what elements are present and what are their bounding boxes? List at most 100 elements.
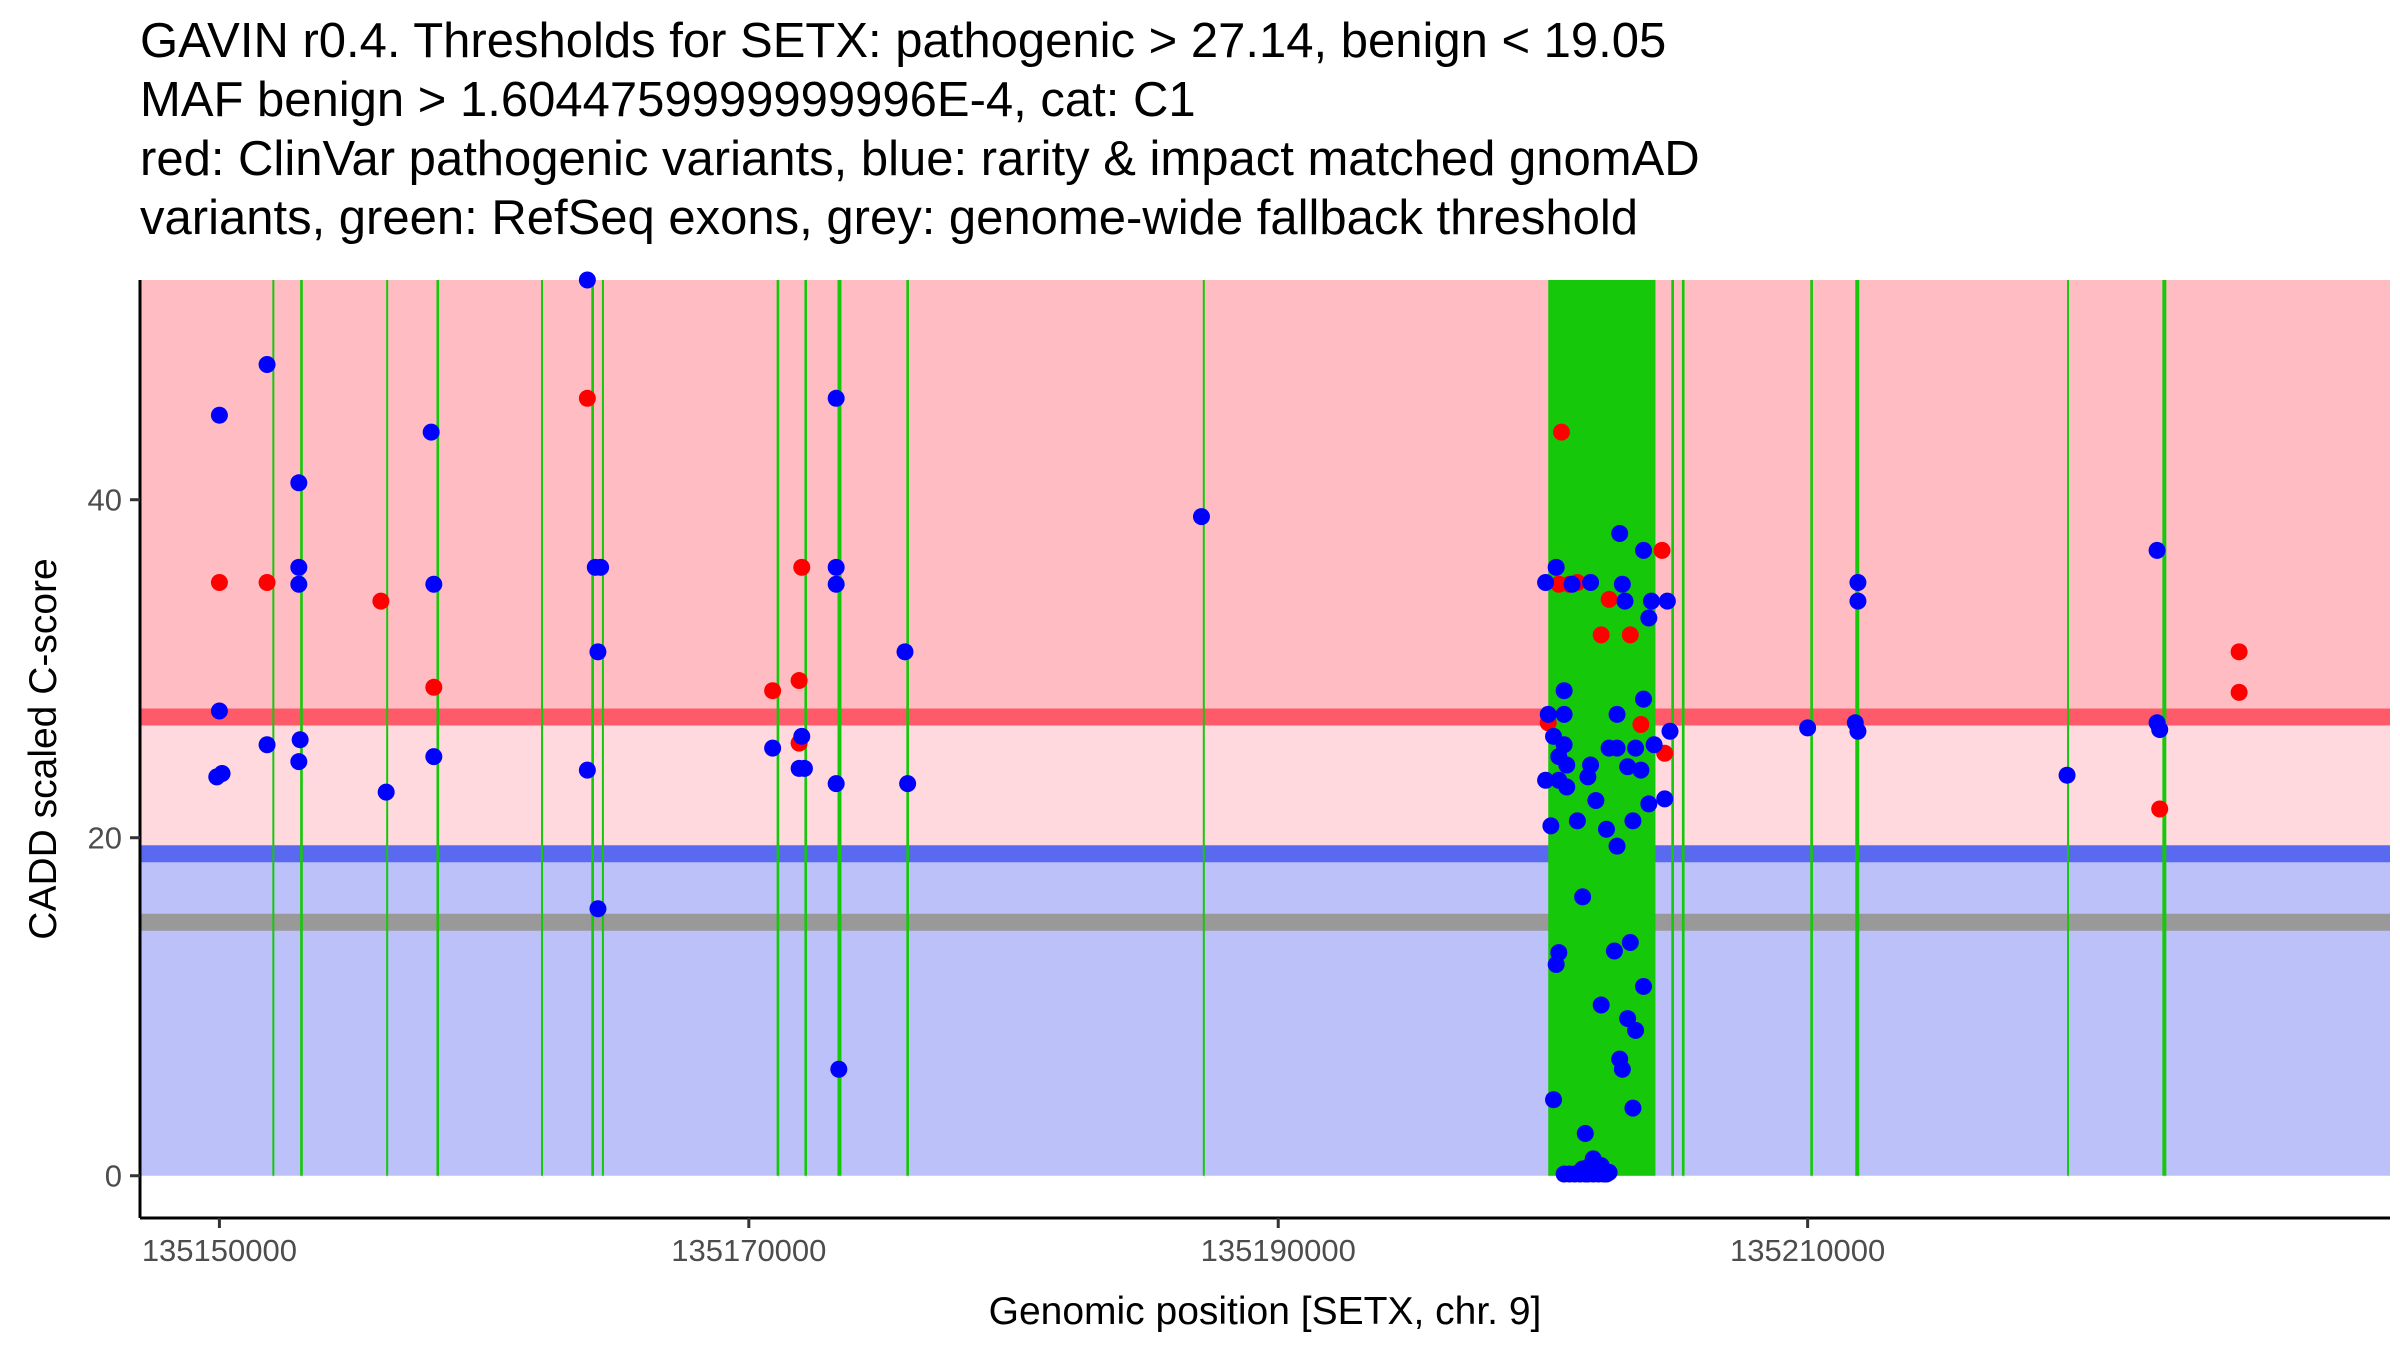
exon-bar bbox=[386, 280, 389, 1176]
gnomad-variant-point bbox=[422, 423, 440, 441]
variant-points bbox=[208, 271, 2248, 1183]
gnomad-variant-point bbox=[425, 575, 443, 593]
gnomad-variant-point bbox=[291, 731, 309, 749]
exon-bar bbox=[837, 280, 842, 1176]
clinvar-variant-point bbox=[1621, 626, 1639, 644]
gnomad-variant-point bbox=[827, 558, 845, 576]
gnomad-variant-point bbox=[1632, 761, 1650, 779]
clinvar-variant-point bbox=[2151, 800, 2169, 818]
gnomad-variant-point bbox=[258, 736, 276, 754]
gnomad-variant-point bbox=[1558, 778, 1576, 796]
gnomad-variant-point bbox=[290, 558, 308, 576]
y-tick-label: 20 bbox=[88, 821, 122, 856]
gnomad-variant-point bbox=[1611, 525, 1629, 543]
gnomad-variant-point bbox=[1574, 888, 1592, 906]
gnomad-variant-point bbox=[1661, 722, 1679, 740]
gnomad-variant-point bbox=[1656, 790, 1674, 808]
gnomad-variant-point bbox=[1613, 1060, 1631, 1078]
gnomad-variant-point bbox=[1192, 508, 1210, 526]
gnomad-variant-point bbox=[1592, 996, 1610, 1014]
gnomad-variant-point bbox=[425, 748, 443, 766]
gnomad-variant-point bbox=[827, 575, 845, 593]
gnomad-variant-point bbox=[1624, 812, 1642, 830]
gnomad-variant-point bbox=[1627, 739, 1645, 757]
gnomad-variant-point bbox=[210, 406, 228, 424]
exon-bar bbox=[591, 280, 594, 1176]
gnomad-variant-point bbox=[1645, 736, 1663, 754]
gnomad-variant-point bbox=[1619, 758, 1637, 776]
chart-title: GAVIN r0.4. Thresholds for SETX: pathoge… bbox=[140, 12, 2360, 248]
gnomad-variant-point bbox=[1576, 1165, 1594, 1183]
clinvar-variant-point bbox=[425, 678, 443, 696]
clinvar-variant-point bbox=[764, 682, 782, 700]
gnomad-variant-point bbox=[1537, 771, 1555, 789]
gnomad-variant-point bbox=[827, 775, 845, 793]
clinvar-variant-point bbox=[1632, 715, 1650, 733]
gnomad-variant-point bbox=[1608, 837, 1626, 855]
title-line-3: red: ClinVar pathogenic variants, blue: … bbox=[140, 132, 1700, 186]
y-axis-title: CADD scaled C-score bbox=[22, 558, 65, 939]
x-tick-label: 135210000 bbox=[1730, 1233, 1885, 1268]
intermediate-region bbox=[140, 717, 2390, 854]
gnomad-variant-point bbox=[1555, 682, 1573, 700]
gnomad-variant-point bbox=[1579, 768, 1597, 786]
gnomad-variant-point bbox=[589, 900, 607, 918]
gnomad-variant-point bbox=[1621, 934, 1639, 952]
threshold-lines bbox=[140, 708, 2390, 931]
exon-bar bbox=[436, 280, 440, 1176]
gnomad-variant-point bbox=[1555, 736, 1573, 754]
gnomad-variant-point bbox=[1849, 722, 1867, 740]
gnomad-variant-point bbox=[899, 775, 917, 793]
title-line-1: GAVIN r0.4. Thresholds for SETX: pathoge… bbox=[140, 14, 1667, 68]
axes bbox=[138, 280, 2390, 1220]
gnomad-variant-point bbox=[1597, 820, 1615, 838]
gnomad-variant-point bbox=[592, 558, 610, 576]
gnomad-variant-point bbox=[2058, 766, 2076, 784]
gnomad-variant-point bbox=[1635, 541, 1653, 559]
gnomad-variant-point bbox=[1627, 1021, 1645, 1039]
clinvar-variant-point bbox=[2230, 683, 2248, 701]
gnomad-variant-point bbox=[1849, 592, 1867, 610]
gnomad-variant-point bbox=[1849, 574, 1867, 592]
exon-bar bbox=[300, 280, 303, 1176]
gnomad-variant-point bbox=[896, 643, 914, 661]
gnomad-variant-point bbox=[764, 739, 782, 757]
gnomad-variant-point bbox=[1576, 1124, 1594, 1142]
gnomad-variant-point bbox=[1555, 705, 1573, 723]
pathogenic-region bbox=[140, 280, 2390, 718]
exon-bar bbox=[1202, 280, 1205, 1176]
gnomad-variant-point bbox=[589, 643, 607, 661]
gnomad-variant-point bbox=[1640, 795, 1658, 813]
clinvar-variant-point bbox=[578, 389, 596, 407]
gnomad-variant-point bbox=[1635, 977, 1653, 995]
title-line-4: variants, green: RefSeq exons, grey: gen… bbox=[140, 191, 1639, 245]
clinvar-variant-point bbox=[1653, 541, 1671, 559]
gnomad-variant-point bbox=[1537, 574, 1555, 592]
exon-bar bbox=[804, 280, 808, 1176]
gnomad-variant-point bbox=[210, 702, 228, 720]
gnomad-variant-point bbox=[1799, 719, 1817, 737]
gnomad-variant-point bbox=[1547, 558, 1565, 576]
gnomad-variant-point bbox=[290, 753, 308, 771]
clinvar-variant-point bbox=[1592, 626, 1610, 644]
gnomad-variant-point bbox=[1563, 575, 1581, 593]
gnomad-variant-point bbox=[1587, 792, 1605, 810]
gnomad-variant-point bbox=[290, 575, 308, 593]
x-tick-label: 135190000 bbox=[1201, 1233, 1356, 1268]
gnomad-variant-point bbox=[1550, 944, 1568, 962]
gnomad-variant-point bbox=[1608, 739, 1626, 757]
gnomad-variant-point bbox=[578, 271, 596, 289]
gnomad-variant-point bbox=[2148, 541, 2166, 559]
clinvar-variant-point bbox=[790, 672, 808, 690]
clinvar-variant-point bbox=[210, 574, 228, 592]
x-tick-label: 135150000 bbox=[142, 1233, 297, 1268]
gnomad-variant-point bbox=[1568, 812, 1586, 830]
gnomad-variant-point bbox=[827, 389, 845, 407]
gnomad-variant-point bbox=[578, 761, 596, 779]
gnomad-variant-point bbox=[1635, 690, 1653, 708]
clinvar-variant-point bbox=[2230, 643, 2248, 661]
exon-bar bbox=[776, 280, 780, 1176]
gnomad-variant-point bbox=[1539, 705, 1557, 723]
gnomad-variant-point bbox=[258, 356, 276, 374]
